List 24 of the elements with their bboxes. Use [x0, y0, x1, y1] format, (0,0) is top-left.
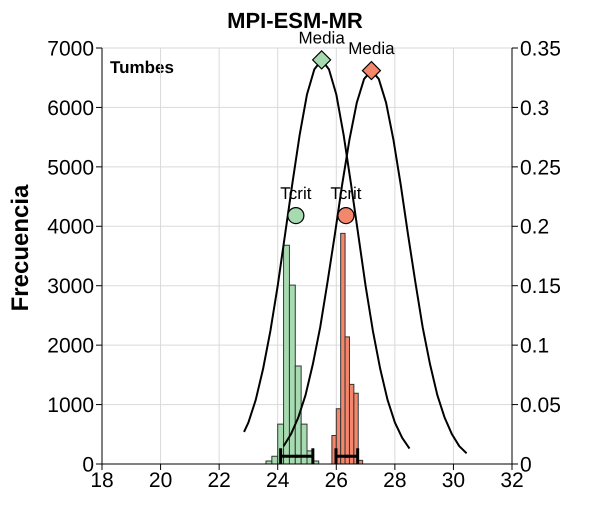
y-tick-label: 3000 [47, 275, 94, 298]
y-tick-label: 6000 [47, 96, 94, 120]
y2-tick-label: 0.1 [520, 334, 550, 358]
y2-tick-label: 0.25 [520, 156, 561, 180]
x-tick-label: 20 [148, 468, 172, 492]
y2-tick-label: 0.2 [520, 216, 550, 239]
y-tick-label: 4000 [47, 216, 94, 239]
x-tick-label: 28 [383, 468, 407, 492]
text: Media [348, 39, 395, 58]
y-axis-title: Frecuencia [7, 184, 35, 313]
x-tick-label: 22 [207, 468, 231, 492]
y-tick-label: 5000 [47, 156, 94, 180]
x-tick-label: 26 [324, 468, 348, 492]
y2-tick-label: 0.05 [520, 394, 561, 418]
x-tick-label: 30 [442, 468, 466, 492]
y2-tick-label: 0.15 [520, 275, 561, 298]
y-tick-label: 7000 [47, 37, 94, 60]
y2-tick-label: 0.35 [520, 37, 561, 60]
x-tick-label: 24 [266, 468, 290, 492]
annotation: Tumbes [110, 58, 174, 78]
series-label: Media [298, 28, 346, 48]
y-tick-label: 1000 [47, 394, 94, 418]
y-tick-label: 2000 [47, 334, 94, 358]
y2-tick-label: 0.3 [520, 96, 550, 120]
